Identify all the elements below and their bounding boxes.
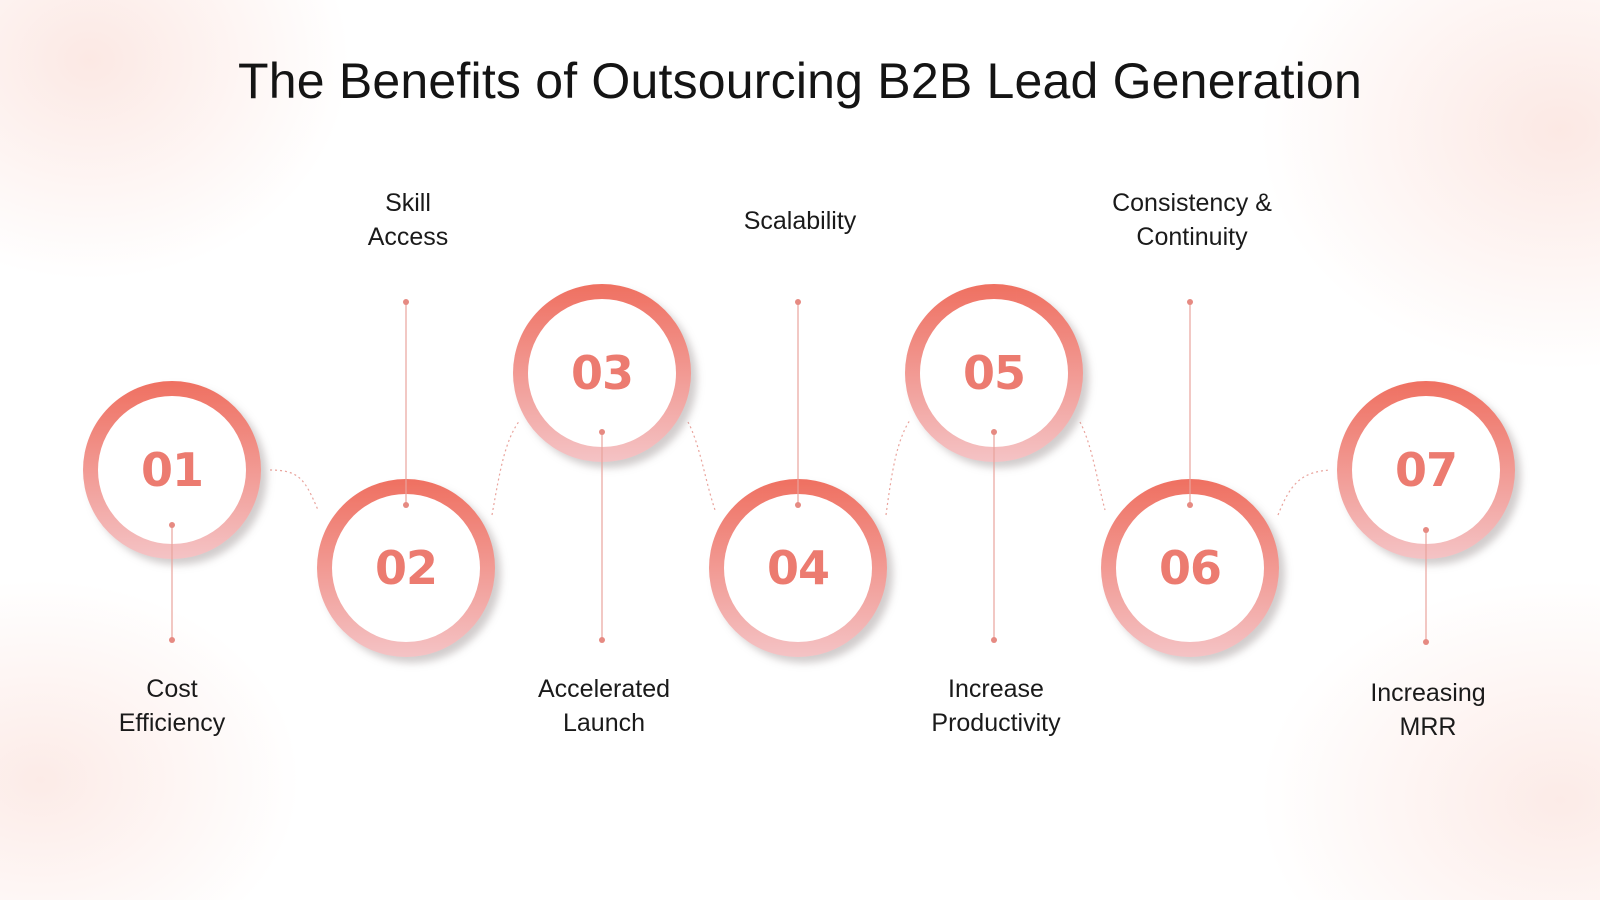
step-ring-01: 01 (83, 381, 261, 559)
step-label-03: Accelerated Launch (537, 675, 671, 737)
ring-inner-07 (1352, 396, 1500, 544)
pin-dot-bottom-02 (403, 502, 409, 508)
pin-dot-top-05 (991, 429, 997, 435)
pin-03 (599, 429, 605, 643)
step-ring-07: 07 (1337, 381, 1515, 559)
pin-05 (991, 429, 997, 643)
step-ring-06: 06 (1101, 479, 1279, 657)
ring-inner-06 (1116, 494, 1264, 642)
pin-06 (1187, 299, 1193, 508)
connector-01-02 (269, 469, 319, 511)
step-label-02: Skill Access (367, 189, 449, 251)
pin-07 (1423, 527, 1429, 645)
pin-02 (403, 299, 409, 508)
connector-04-05 (885, 419, 911, 516)
step-number-07: 07 (1395, 443, 1457, 497)
step-number-05: 05 (963, 346, 1025, 400)
pin-dot-bottom-04 (795, 502, 801, 508)
step-ring-05: 05 (905, 284, 1083, 462)
step-number-01: 01 (141, 443, 203, 497)
pin-04 (795, 299, 801, 508)
connector-06-07 (1277, 469, 1331, 516)
pin-dot-bottom-07 (1423, 639, 1429, 645)
ring-inner-02 (332, 494, 480, 642)
ring-inner-03 (528, 299, 676, 447)
pin-dot-bottom-05 (991, 637, 997, 643)
step-label-07: Increasing MRR (1370, 679, 1486, 741)
pin-dot-top-07 (1423, 527, 1429, 533)
step-pins (169, 299, 1429, 645)
connectors (269, 419, 1331, 516)
step-ring-02: 02 (317, 479, 495, 657)
step-rings: 01 02 03 04 05 06 07 (83, 284, 1515, 657)
step-label-05: Increase Productivity (931, 675, 1061, 737)
pin-dot-top-02 (403, 299, 409, 305)
pin-dot-top-03 (599, 429, 605, 435)
step-number-03: 03 (571, 346, 633, 400)
pin-dot-top-06 (1187, 299, 1193, 305)
pin-dot-bottom-01 (169, 637, 175, 643)
pin-dot-top-01 (169, 522, 175, 528)
step-label-06: Consistency & Continuity (1112, 189, 1272, 251)
step-number-06: 06 (1159, 541, 1221, 595)
step-ring-04: 04 (709, 479, 887, 657)
pin-dot-bottom-03 (599, 637, 605, 643)
ring-inner-05 (920, 299, 1068, 447)
connector-05-06 (1079, 421, 1106, 511)
ring-inner-04 (724, 494, 872, 642)
step-ring-03: 03 (513, 284, 691, 462)
connector-03-04 (687, 421, 716, 511)
step-label-04: Scalability (743, 207, 857, 235)
pin-01 (169, 522, 175, 643)
ring-inner-01 (98, 396, 246, 544)
pin-dot-bottom-06 (1187, 502, 1193, 508)
page-title: The Benefits of Outsourcing B2B Lead Gen… (238, 53, 1362, 109)
step-number-04: 04 (767, 541, 829, 595)
connector-02-03 (491, 419, 521, 516)
step-label-01: Cost Efficiency (118, 675, 226, 737)
pin-dot-top-04 (795, 299, 801, 305)
step-number-02: 02 (375, 541, 437, 595)
